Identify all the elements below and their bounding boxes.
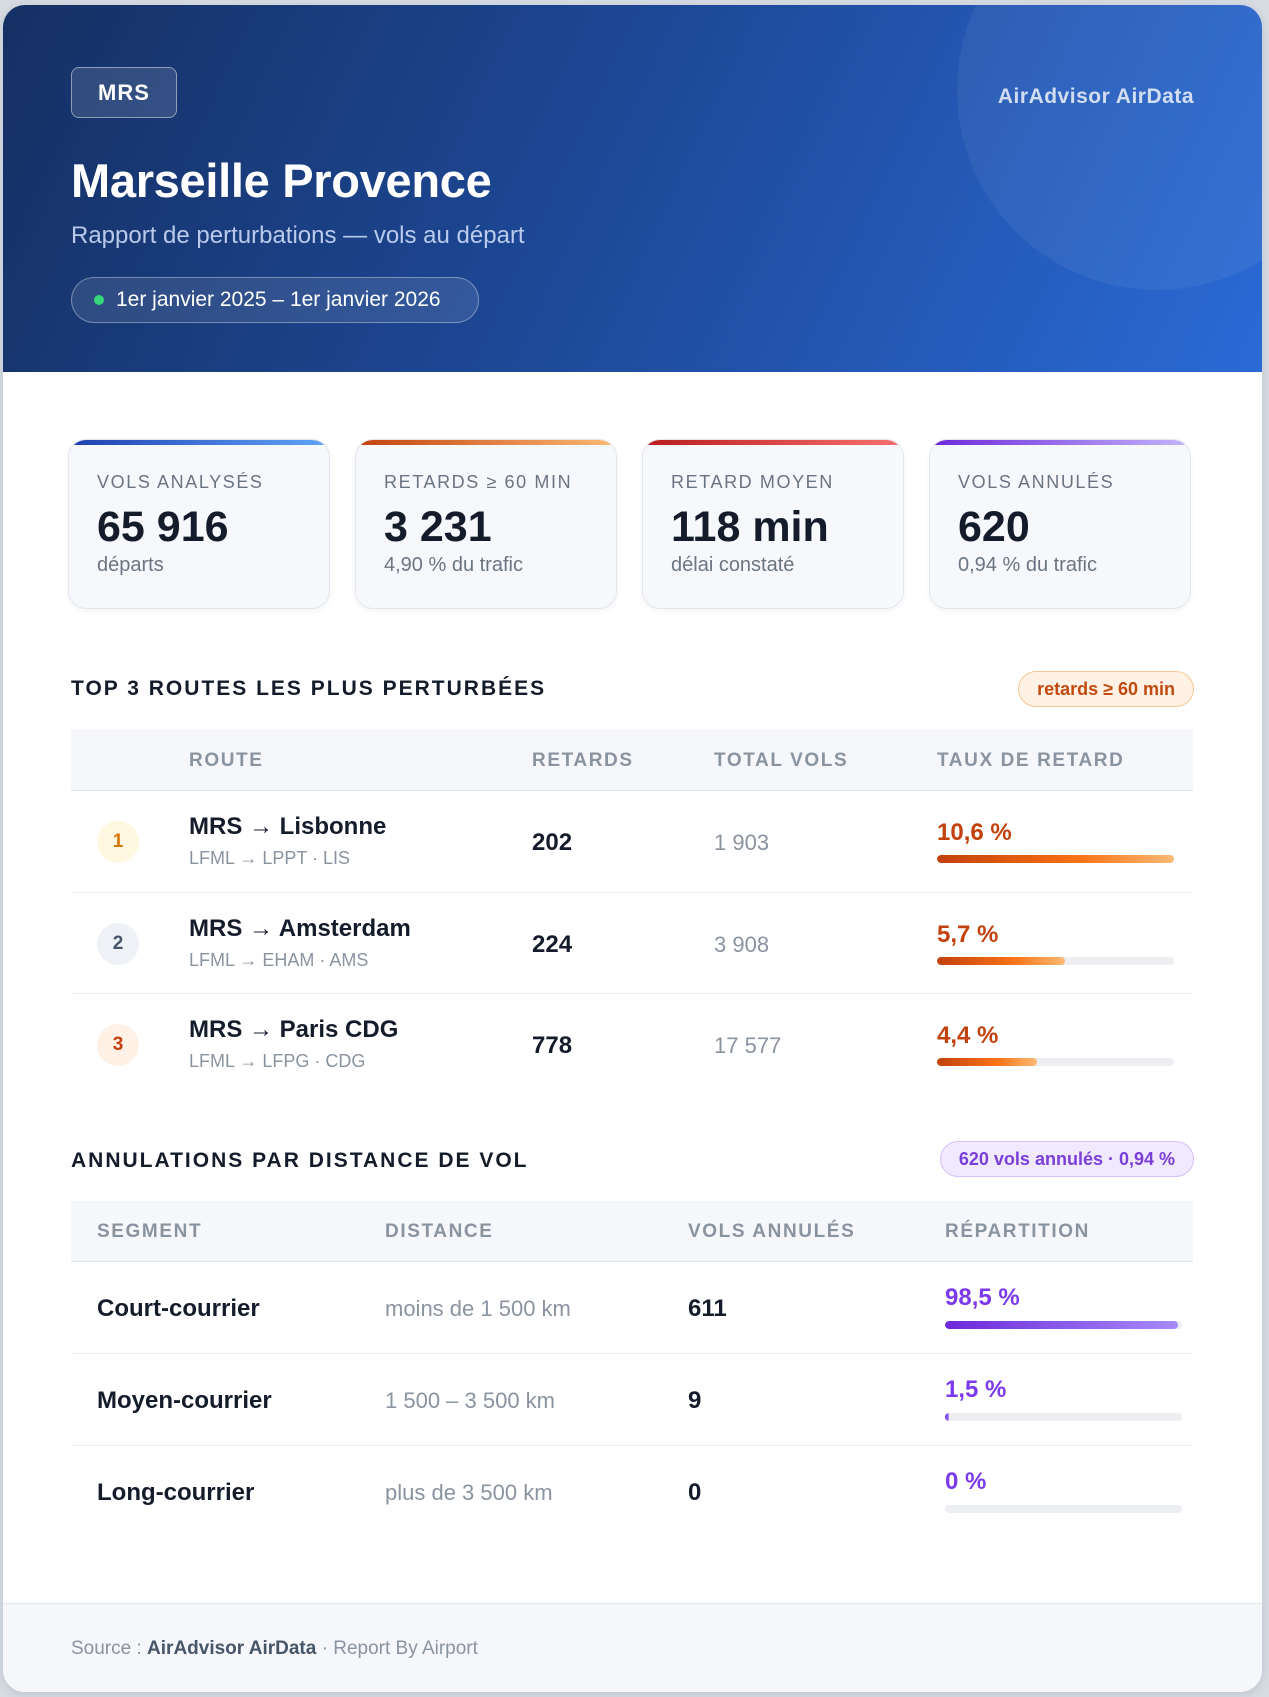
route-delays: 224 (532, 931, 573, 958)
route-delay-rate: 5,7 % (937, 921, 999, 948)
share-track (945, 1413, 1182, 1421)
share-track (945, 1321, 1182, 1329)
route-delays: 202 (532, 829, 573, 856)
delay-rate-track (937, 957, 1174, 965)
kpi-subtext: 4,90 % du trafic (384, 554, 523, 576)
route-delay-rate: 4,4 % (937, 1022, 999, 1049)
segment-name: Court-courrier (97, 1295, 260, 1322)
segment-distance: plus de 3 500 km (385, 1480, 553, 1505)
segment-name: Moyen-courrier (97, 1387, 272, 1414)
column-header-segment: Segment (97, 1221, 203, 1242)
report-footer: Source : AirAdvisor AirData · Report By … (3, 1603, 1262, 1692)
routes-section-title: Top 3 routes les plus perturbées (71, 677, 547, 700)
kpi-accent-bar (643, 440, 903, 445)
decorative-circle (957, 5, 1262, 290)
routes-table-header: Route Retards Total vols Taux de retard (71, 730, 1193, 791)
status-dot-icon (94, 295, 104, 305)
segment-row: Court-courrier moins de 1 500 km 611 98,… (71, 1262, 1193, 1354)
segment-cancelled: 0 (688, 1479, 702, 1506)
kpi-value: 3 231 (384, 503, 492, 551)
column-header-rate: Taux de retard (937, 750, 1125, 771)
kpi-accent-bar (69, 440, 329, 445)
delay-rate-fill (937, 855, 1174, 863)
kpi-card-delays: Retards ≥ 60 min 3 231 4,90 % du trafic (355, 439, 617, 609)
segment-share: 1,5 % (945, 1376, 1007, 1403)
kpi-value: 620 (958, 503, 1030, 551)
kpi-label: Vols analysés (97, 472, 264, 492)
route-total-flights: 1 903 (714, 830, 770, 855)
route-name: MRS → Lisbonne (189, 813, 387, 840)
kpi-value: 118 min (671, 503, 829, 551)
kpi-label: Retards ≥ 60 min (384, 472, 573, 492)
kpi-label: Retard moyen (671, 472, 834, 492)
kpi-value: 65 916 (97, 503, 229, 551)
kpi-subtext: 0,94 % du trafic (958, 554, 1097, 576)
route-codes: LFML → LFPG · CDG (189, 1051, 366, 1071)
kpi-subtext: départs (97, 554, 164, 576)
airport-code-badge: MRS (71, 67, 177, 118)
cancellations-table-header: Segment Distance Vols annulés Répartitio… (71, 1201, 1193, 1262)
delay-rate-fill (937, 957, 1065, 965)
kpi-label: Vols annulés (958, 472, 1115, 492)
rank-badge: 3 (97, 1024, 139, 1066)
column-header-delays: Retards (532, 750, 634, 771)
segment-distance: moins de 1 500 km (385, 1296, 571, 1321)
route-codes: LFML → EHAM · AMS (189, 950, 369, 970)
segment-share: 98,5 % (945, 1284, 1020, 1311)
footer-prefix: Source : (71, 1638, 148, 1659)
report-header: MRS AirAdvisor AirData Marseille Provenc… (3, 5, 1262, 372)
column-header-total: Total vols (714, 750, 849, 771)
footer-source: Source : AirAdvisor AirData · Report By … (71, 1638, 478, 1660)
column-header-share: Répartition (945, 1221, 1090, 1242)
delay-rate-fill (937, 1058, 1037, 1066)
delay-rate-track (937, 1058, 1174, 1066)
route-row: 3 MRS → Paris CDG LFML → LFPG · CDG 778 … (71, 994, 1193, 1096)
footer-suffix: · Report By Airport (316, 1638, 478, 1659)
segment-row: Long-courrier plus de 3 500 km 0 0 % (71, 1446, 1193, 1538)
kpi-card-average-delay: Retard moyen 118 min délai constaté (642, 439, 904, 609)
share-fill (945, 1321, 1179, 1329)
period-text: 1er janvier 2025 – 1er janvier 2026 (116, 288, 441, 311)
routes-filter-tag: retards ≥ 60 min (1018, 671, 1194, 707)
segment-cancelled: 9 (688, 1387, 702, 1414)
route-delays: 778 (532, 1032, 573, 1059)
cancellations-section-title: Annulations par distance de vol (71, 1149, 529, 1172)
kpi-subtext: délai constaté (671, 554, 795, 576)
kpi-accent-bar (930, 440, 1190, 445)
segment-name: Long-courrier (97, 1479, 255, 1506)
cancellations-summary-tag: 620 vols annulés · 0,94 % (939, 1141, 1194, 1177)
period-pill: 1er janvier 2025 – 1er janvier 2026 (71, 277, 479, 323)
column-header-cancelled: Vols annulés (688, 1221, 856, 1242)
segment-row: Moyen-courrier 1 500 – 3 500 km 9 1,5 % (71, 1354, 1193, 1446)
report-card: MRS AirAdvisor AirData Marseille Provenc… (3, 5, 1262, 1692)
report-subtitle: Rapport de perturbations — vols au dépar… (71, 222, 525, 249)
route-row: 2 MRS → Amsterdam LFML → EHAM · AMS 224 … (71, 893, 1193, 994)
rank-badge: 1 (97, 821, 139, 863)
rank-badge: 2 (97, 923, 139, 965)
route-total-flights: 17 577 (714, 1033, 782, 1058)
brand-label: AirAdvisor AirData (997, 85, 1194, 108)
airport-title: Marseille Provence (71, 154, 492, 207)
kpi-card-cancellations: Vols annulés 620 0,94 % du trafic (929, 439, 1191, 609)
segment-share: 0 % (945, 1468, 987, 1495)
column-header-route: Route (189, 750, 264, 771)
segment-distance: 1 500 – 3 500 km (385, 1388, 556, 1413)
route-codes: LFML → LPPT · LIS (189, 848, 351, 868)
column-header-distance: Distance (385, 1221, 494, 1242)
share-fill (945, 1413, 949, 1421)
kpi-card-flights: Vols analysés 65 916 départs (68, 439, 330, 609)
segment-cancelled: 611 (688, 1295, 727, 1322)
kpi-accent-bar (356, 440, 616, 445)
route-row: 1 MRS → Lisbonne LFML → LPPT · LIS 202 1… (71, 791, 1193, 893)
footer-brand: AirAdvisor AirData (147, 1638, 317, 1659)
route-name: MRS → Paris CDG (189, 1016, 399, 1043)
share-track (945, 1505, 1182, 1513)
route-total-flights: 3 908 (714, 932, 770, 957)
route-name: MRS → Amsterdam (189, 915, 411, 942)
delay-rate-track (937, 855, 1174, 863)
route-delay-rate: 10,6 % (937, 819, 1012, 846)
